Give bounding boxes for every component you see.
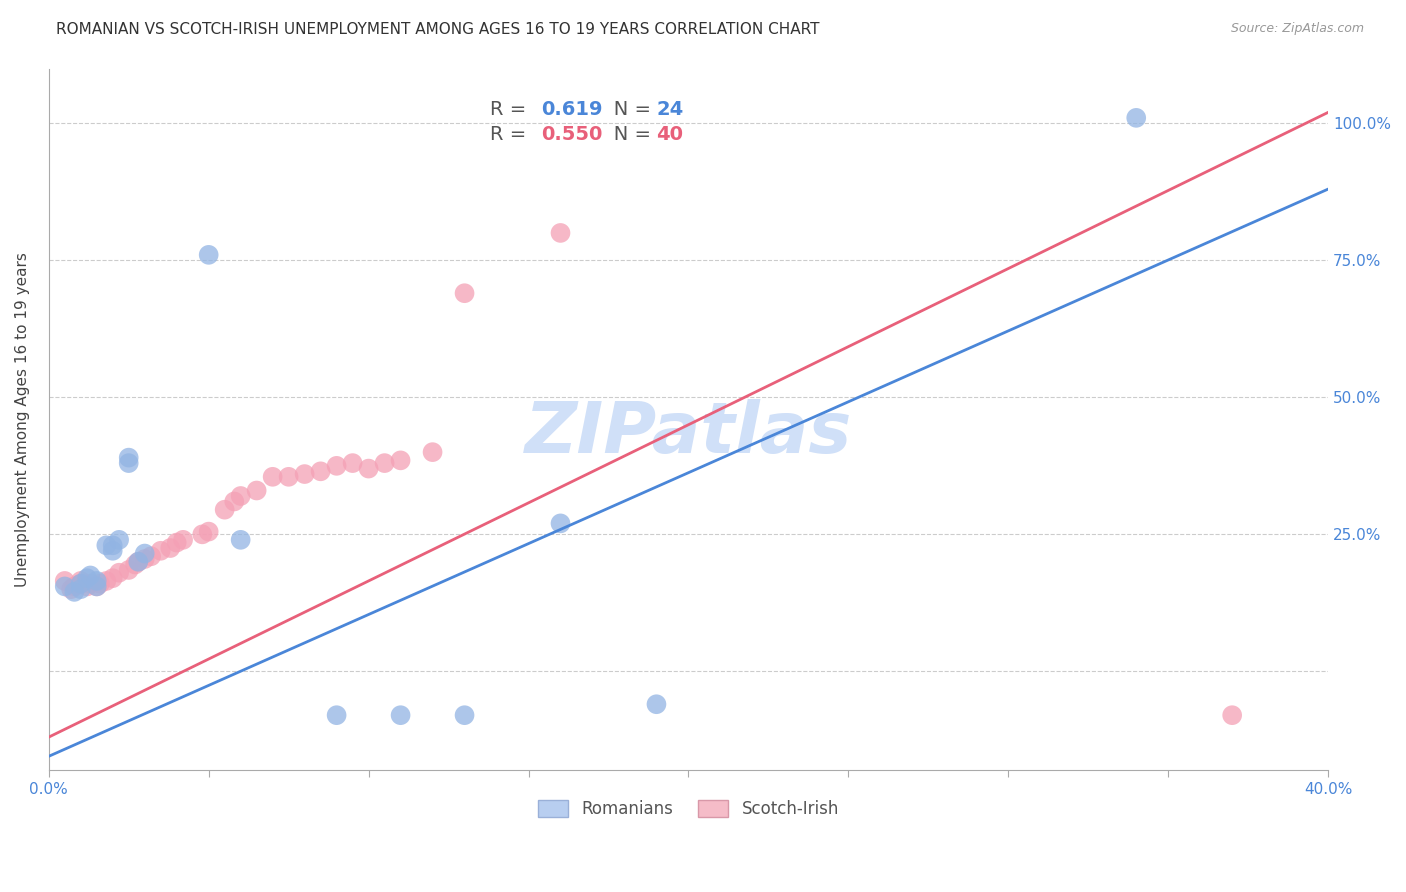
Point (69, 576, 91, 591)
Point (63, 585, 86, 599)
Point (645, 698, 668, 712)
Point (1125, 111, 1147, 125)
Y-axis label: Unemployment Among Ages 16 to 19 years: Unemployment Among Ages 16 to 19 years (15, 252, 30, 587)
Point (69, 576, 91, 591)
Point (166, 535, 188, 549)
Text: N =: N = (595, 125, 657, 144)
Point (108, 533, 131, 547)
Text: 40: 40 (657, 125, 683, 144)
Point (325, 708, 347, 723)
Point (53, 574, 76, 588)
Point (149, 543, 172, 558)
Point (139, 549, 162, 564)
Point (197, 524, 219, 539)
Point (325, 458, 347, 473)
Text: 24: 24 (657, 100, 683, 119)
Point (86, 579, 108, 593)
Point (60, 582, 83, 596)
Point (357, 461, 380, 475)
Text: R =: R = (491, 125, 533, 144)
Point (229, 533, 252, 547)
Text: 0.619: 0.619 (541, 100, 603, 119)
Text: R =: R = (491, 100, 533, 119)
Point (86, 574, 108, 588)
Point (96, 538, 118, 552)
Point (374, 456, 396, 470)
Point (134, 552, 156, 566)
Point (1220, 708, 1243, 723)
Point (118, 450, 141, 465)
Text: ZIPatlas: ZIPatlas (524, 399, 852, 467)
Point (453, 708, 475, 723)
Text: Source: ZipAtlas.com: Source: ZipAtlas.com (1230, 22, 1364, 36)
Point (422, 445, 444, 459)
Point (124, 558, 146, 572)
Point (342, 456, 364, 470)
Point (101, 543, 124, 558)
Point (224, 494, 246, 508)
Legend: Romanians, Scotch-Irish: Romanians, Scotch-Irish (531, 793, 845, 825)
Point (246, 483, 269, 498)
Point (127, 555, 149, 569)
Point (214, 502, 236, 516)
Point (118, 563, 141, 577)
Point (76, 579, 98, 593)
Text: 0.550: 0.550 (541, 125, 603, 144)
Point (86, 579, 108, 593)
Point (294, 467, 316, 481)
Point (101, 538, 124, 552)
Point (197, 248, 219, 262)
Point (172, 533, 194, 547)
Point (389, 453, 412, 467)
Text: ROMANIAN VS SCOTCH-IRISH UNEMPLOYMENT AMONG AGES 16 TO 19 YEARS CORRELATION CHAR: ROMANIAN VS SCOTCH-IRISH UNEMPLOYMENT AM… (56, 22, 820, 37)
Text: N =: N = (595, 100, 657, 119)
Point (69, 574, 91, 588)
Point (127, 555, 149, 569)
Point (389, 708, 412, 723)
Point (118, 456, 141, 470)
Point (550, 516, 572, 531)
Point (191, 527, 214, 541)
Point (69, 582, 91, 596)
Point (79, 576, 101, 591)
Point (79, 568, 101, 582)
Point (159, 541, 181, 555)
Point (229, 489, 252, 503)
Point (108, 566, 131, 580)
Point (277, 470, 299, 484)
Point (96, 574, 118, 588)
Point (53, 579, 76, 593)
Point (101, 571, 124, 585)
Point (63, 579, 86, 593)
Point (453, 286, 475, 301)
Point (89, 576, 111, 591)
Point (76, 571, 98, 585)
Point (262, 470, 284, 484)
Point (550, 226, 572, 240)
Point (309, 464, 332, 478)
Point (134, 547, 156, 561)
